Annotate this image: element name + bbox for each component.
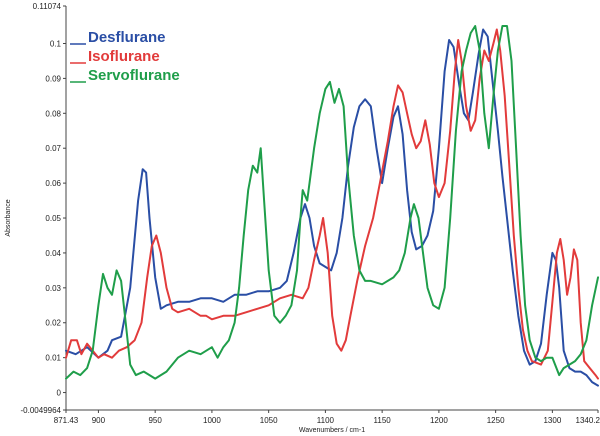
x-axis-label: Wavenumbers / cm-1 (299, 427, 365, 434)
y-axis-label: Absorbance (5, 199, 12, 236)
legend-entry-isoflurane: Isoflurane (88, 48, 160, 65)
x-tick-label: 1250 (487, 416, 505, 425)
x-tick-label: 1050 (260, 416, 278, 425)
y-tick-label: 0.03 (45, 284, 61, 293)
y-tick-label: 0.1 (50, 39, 62, 48)
x-tick-label: 871.43 (54, 416, 79, 425)
series-line-desflurane (65, 28, 599, 387)
legend-entry-servoflurane: Servoflurane (88, 67, 180, 84)
y-tick-label: 0.05 (45, 214, 61, 223)
chart-axes (63, 5, 599, 413)
x-tick-label: 950 (148, 416, 162, 425)
x-tick-label: 900 (92, 416, 106, 425)
series-layer (65, 25, 599, 387)
x-tick-label: 1340.2 (576, 416, 600, 425)
y-tick-label: -0.0049964 (21, 406, 62, 415)
y-tick-label: 0.09 (45, 74, 61, 83)
y-tick-label: 0.06 (45, 179, 61, 188)
y-tick-label: 0 (57, 389, 62, 398)
y-tick-labels: -0.0049964 0 0.01 0.02 0.03 0.04 0.05 0.06 0.07 0… (21, 2, 62, 415)
series-line-isoflurane (65, 28, 599, 380)
x-tick-label: 1100 (317, 416, 335, 425)
x-tick-label: 1000 (203, 416, 221, 425)
y-tick-label: 0.02 (45, 319, 61, 328)
y-tick-label: 0.08 (45, 109, 61, 118)
x-tick-label: 1300 (543, 416, 561, 425)
x-tick-label: 1150 (374, 416, 392, 425)
x-tick-labels: 871.43 900 950 1000 1050 1100 1150 1200 1250 1300… (54, 416, 600, 425)
chart-legend: Desflurane Isoflurane Servoflurane (70, 29, 180, 84)
x-tick-label: 1200 (430, 416, 448, 425)
legend-entry-desflurane: Desflurane (88, 29, 166, 46)
series-line-servoflurane (65, 25, 599, 380)
y-tick-label: 0.11074 (33, 2, 62, 11)
y-tick-label: 0.04 (45, 249, 61, 258)
y-tick-label: 0.01 (45, 354, 61, 363)
y-tick-label: 0.07 (45, 144, 61, 153)
